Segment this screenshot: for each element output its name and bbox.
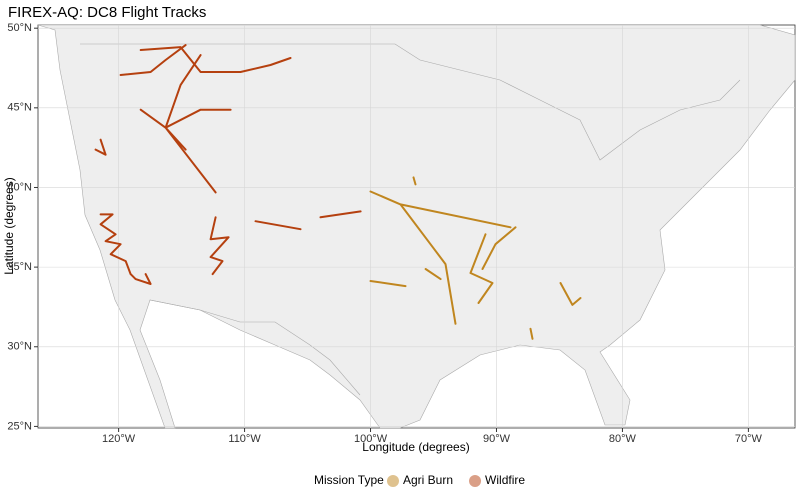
border [80,43,741,161]
x-axis-title: Longitude (degrees) [362,440,469,454]
y-tick-label: 45°N [7,102,32,114]
border [149,299,361,396]
legend-swatch [387,475,399,487]
legend-label: Wildfire [485,473,525,487]
legend-title: Mission Type [314,473,384,487]
x-tick-label: 100°W [354,433,388,445]
x-tick-label: 120°W [102,433,136,445]
flight-track [94,44,362,285]
y-tick-label: 50°N [7,22,32,34]
x-tick-label: 80°W [609,433,637,445]
legend-label: Agri Burn [403,473,453,487]
x-tick-label: 70°W [735,433,763,445]
y-tick-label: 30°N [7,341,32,353]
legend-swatch [469,475,482,487]
y-tick-label: 35°N [7,261,32,273]
y-tick-label: 40°N [7,181,32,193]
chart-title: FIREX-AQ: DC8 Flight Tracks [8,4,206,21]
y-axis-title: Latitude (degrees) [2,177,16,274]
x-tick-label: 110°W [228,433,261,445]
y-tick-label: 25°N [7,420,32,432]
flight-track [369,176,582,340]
x-tick-label: 90°W [483,433,511,445]
